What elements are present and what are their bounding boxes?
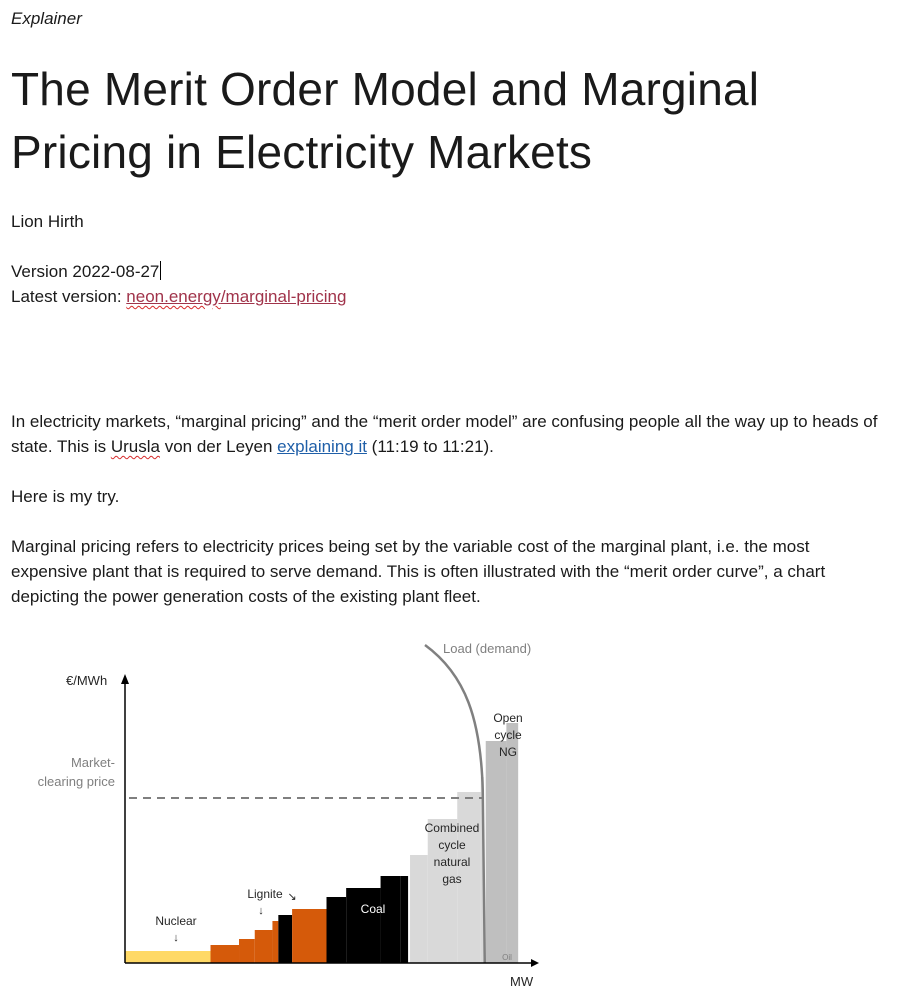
lignite-side-arrow-icon: ↘ bbox=[287, 891, 296, 903]
ocgt-label-line-3: NG bbox=[499, 745, 517, 759]
step-bar-coal-7 bbox=[326, 897, 347, 963]
step-bar-ccgt-14 bbox=[480, 777, 484, 963]
latest-version-link-domain[interactable]: neon.energy bbox=[126, 287, 221, 306]
intro-text-b: von der Leyen bbox=[159, 437, 278, 456]
ccgt-label-line-1: Combined bbox=[425, 821, 480, 835]
kicker: Explainer bbox=[11, 9, 82, 28]
ocgt-label-line-1: Open bbox=[493, 711, 522, 725]
misspelled-name: Urusla bbox=[110, 437, 160, 456]
coal-label: Coal bbox=[361, 902, 386, 916]
paragraph-definition: Marginal pricing refers to electricity p… bbox=[11, 537, 826, 606]
latest-version-link-path[interactable]: /marginal-pricing bbox=[220, 287, 347, 306]
step-bar-nuclear-0 bbox=[125, 951, 211, 963]
step-bar-ccgt-13 bbox=[457, 792, 481, 963]
step-bar-ccgt-12 bbox=[427, 819, 458, 963]
step-bar-ocgt-15 bbox=[485, 741, 507, 963]
ccgt-label-line-3: natural bbox=[434, 855, 471, 869]
step-bar-lignite-4 bbox=[272, 921, 279, 963]
step-bar-ocgt-16 bbox=[506, 723, 519, 963]
merit-order-chart: €/MWh MW Load (demand) Market- clearing … bbox=[38, 641, 539, 989]
latest-version-line: Latest version: neon.energy/marginal-pri… bbox=[11, 284, 346, 309]
price-label-line-1: Market- bbox=[71, 755, 115, 770]
version-text: Version 2022-08-27 bbox=[11, 262, 160, 281]
step-bar-lignite_dark-5 bbox=[278, 915, 293, 963]
page-title: The Merit Order Model and Marginal Prici… bbox=[11, 63, 760, 178]
load-demand-curve bbox=[424, 643, 487, 964]
step-bar-coal-8 bbox=[346, 888, 381, 963]
ocgt-label-line-2: cycle bbox=[494, 728, 522, 742]
paragraph-try: Here is my try. bbox=[11, 487, 120, 506]
step-bar-coal-10 bbox=[400, 876, 409, 963]
lignite-arrow-icon: ↓ bbox=[258, 905, 264, 917]
y-axis-arrow-icon bbox=[121, 674, 129, 684]
explaining-it-link[interactable]: explaining it bbox=[277, 437, 367, 456]
latest-version-link[interactable]: neon.energy/marginal-pricing bbox=[126, 287, 346, 306]
oil-label: Oil bbox=[502, 953, 512, 962]
intro-text-c: (11:19 to 11:21). bbox=[366, 437, 494, 456]
step-bar-lignite-3 bbox=[254, 930, 273, 963]
step-bar-lignite-1 bbox=[210, 945, 240, 963]
author: Lion Hirth bbox=[11, 212, 84, 231]
text-cursor bbox=[160, 261, 162, 280]
x-axis-arrow-icon bbox=[531, 959, 539, 967]
step-bar-lignite-2 bbox=[239, 939, 255, 963]
latest-version-label: Latest version: bbox=[11, 287, 127, 306]
step-bar-coal-9 bbox=[380, 876, 401, 963]
version-line[interactable]: Version 2022-08-27 bbox=[11, 259, 162, 284]
ccgt-label-line-2: cycle bbox=[438, 838, 466, 852]
lignite-label: Lignite bbox=[247, 887, 283, 901]
y-axis-label: €/MWh bbox=[66, 673, 107, 688]
step-bar-ccgt-11 bbox=[410, 855, 428, 963]
paragraph-intro: In electricity markets, “marginal pricin… bbox=[11, 409, 881, 459]
intro-text-a: In electricity markets, “marginal pricin… bbox=[11, 412, 878, 456]
price-label-line-2: clearing price bbox=[38, 774, 115, 789]
step-bar-lignite-6 bbox=[292, 909, 327, 963]
load-label: Load (demand) bbox=[443, 641, 531, 656]
x-axis-label: MW bbox=[510, 974, 534, 989]
merit-order-steps bbox=[125, 723, 519, 963]
ccgt-label-line-4: gas bbox=[442, 872, 461, 886]
nuclear-label: Nuclear bbox=[155, 914, 196, 928]
nuclear-arrow-icon: ↓ bbox=[173, 932, 179, 944]
